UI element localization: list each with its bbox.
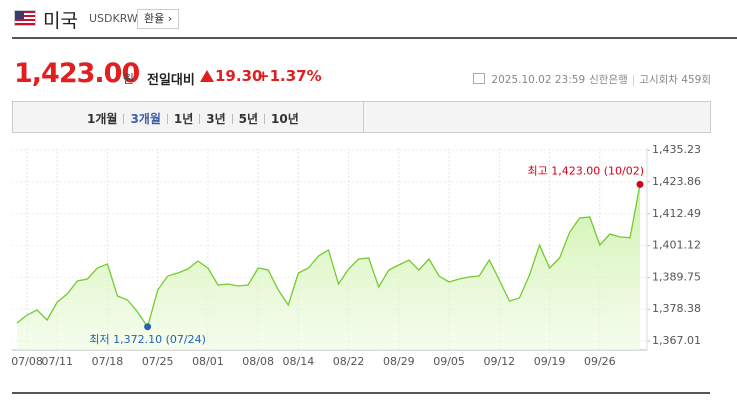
x-tick-label: 08/14 xyxy=(283,355,315,368)
tab-list: 1개월 3개월 1년 3년 5년 10년 xyxy=(81,110,305,127)
x-tick-label: 09/05 xyxy=(433,355,465,368)
x-tick-label: 07/11 xyxy=(41,355,73,368)
flag-icon xyxy=(14,10,36,26)
tab-separator xyxy=(231,114,233,124)
datetime: 2025.10.02 23:59 xyxy=(491,74,586,86)
x-tick-label: 07/08 xyxy=(11,355,43,368)
compare-label: 전일대비 xyxy=(147,73,195,88)
period-tab[interactable]: 10년 xyxy=(271,112,299,126)
separator xyxy=(12,37,737,39)
x-tick-label: 09/12 xyxy=(483,355,515,368)
period-tab[interactable]: 5년 xyxy=(238,112,259,126)
clock-icon xyxy=(473,73,486,84)
x-tick-label: 07/18 xyxy=(92,355,124,368)
y-tick-label: 1,401.12 xyxy=(652,239,701,252)
y-tick-label: 1,389.75 xyxy=(652,270,701,283)
meta-divider: | xyxy=(631,74,636,86)
min-label: 최저 1,372.10 (07/24) xyxy=(89,333,206,346)
tab-separator xyxy=(264,114,266,124)
x-tick-label: 07/25 xyxy=(142,355,174,368)
x-tick-label: 08/29 xyxy=(383,355,415,368)
y-tick-label: 1,435.23 xyxy=(652,143,701,156)
period-tab[interactable]: 3개월 xyxy=(130,112,161,126)
up-icon xyxy=(200,70,214,82)
tab-divider xyxy=(363,102,364,132)
exchange-button[interactable]: 환율 › xyxy=(137,9,180,29)
x-tick-label: 08/08 xyxy=(242,355,274,368)
price-unit: 원 xyxy=(123,72,135,86)
line xyxy=(16,184,641,329)
bank: 신한은행 xyxy=(589,74,628,86)
country-name: 미국 xyxy=(43,10,78,32)
x-tick-label: 09/19 xyxy=(534,355,566,368)
x-tick-label: 08/22 xyxy=(333,355,365,368)
x-tick-label: 08/01 xyxy=(192,355,224,368)
quote-meta: 2025.10.02 23:59 신한은행 | 고시회차 459회 xyxy=(473,72,711,87)
tab-separator xyxy=(199,114,201,124)
round: 고시회차 459회 xyxy=(639,74,711,86)
x-tick-label: 09/26 xyxy=(584,355,616,368)
y-tick-label: 1,423.86 xyxy=(652,175,701,188)
currency-code: USDKRW xyxy=(89,12,138,25)
price: 1,423.00 xyxy=(14,58,140,89)
change-percent: +1.37% xyxy=(257,67,322,85)
area xyxy=(17,184,640,350)
tab-separator xyxy=(123,114,125,124)
tab-separator xyxy=(166,114,168,124)
min-point xyxy=(144,323,152,331)
period-tab[interactable]: 3년 xyxy=(206,112,226,126)
max-label: 최고 1,423.00 (10/02) xyxy=(527,164,644,177)
period-tab[interactable]: 1년 xyxy=(173,112,194,126)
change: 19.30 xyxy=(215,67,263,85)
period-tabs: 1개월 3개월 1년 3년 5년 10년 xyxy=(12,101,711,133)
max-point xyxy=(636,180,644,188)
y-tick-label: 1,412.49 xyxy=(652,207,701,220)
y-tick-label: 1,367.01 xyxy=(652,334,701,347)
y-tick-label: 1,378.38 xyxy=(652,302,701,315)
period-tab[interactable]: 1개월 xyxy=(87,112,118,126)
